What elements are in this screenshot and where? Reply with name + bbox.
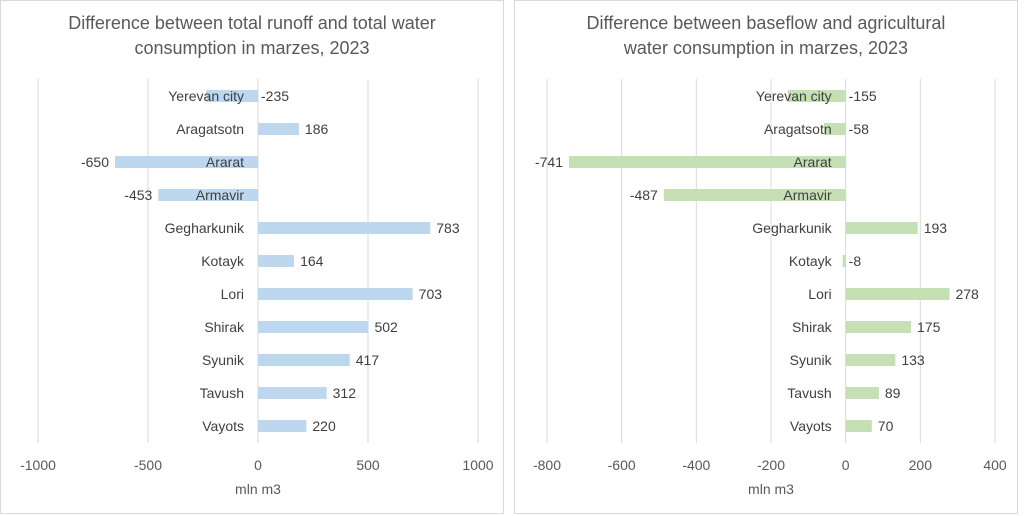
- bar: [845, 321, 911, 333]
- data-label: -155: [849, 88, 877, 104]
- data-label: 70: [878, 418, 894, 434]
- bar: [663, 189, 846, 201]
- bar: [845, 288, 950, 300]
- bar: [845, 387, 879, 399]
- data-label: -58: [849, 121, 869, 137]
- x-axis-title: mln m3: [748, 481, 794, 497]
- category-label: Yerevan city: [756, 88, 832, 104]
- chart-title-line-2: consumption in marzes, 2023: [134, 38, 370, 58]
- bar: [158, 189, 258, 201]
- x-tick-label: 200: [909, 457, 933, 473]
- chart-title: Difference between baseflow and agricult…: [515, 11, 1017, 61]
- chart-title-line-1: Difference between total runoff and tota…: [68, 13, 436, 33]
- x-tick-label: 0: [254, 457, 262, 473]
- bar: [258, 222, 431, 234]
- bar: [258, 420, 307, 432]
- data-label: -650: [81, 154, 109, 170]
- data-label: 502: [374, 319, 398, 335]
- bar: [824, 123, 846, 135]
- data-label: 417: [356, 352, 380, 368]
- bar: [206, 90, 258, 102]
- chart-title: Difference between total runoff and tota…: [1, 11, 503, 61]
- category-label: Shirak: [204, 319, 245, 335]
- chart-runoff-consumption: Difference between total runoff and tota…: [0, 0, 504, 514]
- data-label: 175: [917, 319, 941, 335]
- category-label: Ararat: [794, 154, 832, 170]
- category-label: Armavir: [783, 187, 832, 203]
- x-tick-label: 500: [356, 457, 380, 473]
- x-tick-label: -1000: [20, 457, 56, 473]
- bar: [569, 156, 846, 168]
- bar: [787, 90, 846, 102]
- bar: [258, 354, 350, 366]
- data-label: -487: [630, 187, 658, 203]
- data-label: -453: [124, 187, 152, 203]
- data-label: -741: [535, 154, 563, 170]
- category-label: Gegharkunik: [165, 220, 245, 236]
- data-label: -8: [849, 253, 862, 269]
- chart-plot-area: Yerevan city -155 Aragatsotn -58 Ararat -741 A…: [533, 79, 1007, 497]
- data-label: 312: [333, 385, 357, 401]
- category-label: Aragatsotn: [764, 121, 832, 137]
- data-label: 164: [300, 253, 324, 269]
- bar: [258, 123, 299, 135]
- category-label: Vayots: [790, 418, 832, 434]
- data-label: 133: [901, 352, 925, 368]
- chart-title-line-2: water consumption in marzes, 2023: [623, 38, 909, 58]
- category-label: Shirak: [792, 319, 833, 335]
- bar: [845, 420, 872, 432]
- x-tick-label: -500: [134, 457, 162, 473]
- category-label: Lori: [221, 286, 244, 302]
- data-label: -235: [261, 88, 289, 104]
- chart-baseflow-agricultural: Difference between baseflow and agricult…: [514, 0, 1018, 514]
- bar: [258, 255, 295, 267]
- bar: [258, 288, 413, 300]
- data-label: 783: [436, 220, 460, 236]
- data-label: 89: [885, 385, 901, 401]
- category-label: Tavush: [787, 385, 831, 401]
- category-label: Gegharkunik: [752, 220, 832, 236]
- bar: [842, 255, 846, 267]
- x-tick-label: -800: [533, 457, 561, 473]
- data-label: 193: [924, 220, 948, 236]
- bar: [845, 222, 918, 234]
- x-tick-label: -600: [608, 457, 636, 473]
- category-label: Kotayk: [789, 253, 833, 269]
- category-label: Armavir: [196, 187, 245, 203]
- category-label: Yerevan city: [168, 88, 244, 104]
- x-tick-label: 0: [842, 457, 850, 473]
- bar: [115, 156, 258, 168]
- category-label: Tavush: [200, 385, 244, 401]
- data-label: 703: [419, 286, 443, 302]
- x-tick-label: -400: [682, 457, 710, 473]
- x-axis-title: mln m3: [235, 481, 281, 497]
- data-label: 278: [955, 286, 979, 302]
- category-label: Vayots: [202, 418, 244, 434]
- chart-title-line-1: Difference between baseflow and agricult…: [586, 13, 946, 33]
- x-tick-label: 1000: [462, 457, 493, 473]
- category-label: Lori: [808, 286, 831, 302]
- category-label: Syunik: [202, 352, 245, 368]
- bar: [258, 321, 369, 333]
- category-label: Ararat: [206, 154, 244, 170]
- chart-plot-area: Yerevan city -235 Aragatsotn 186 Ararat -650 A…: [20, 79, 494, 497]
- category-label: Kotayk: [201, 253, 245, 269]
- data-label: 220: [312, 418, 336, 434]
- bar: [258, 387, 327, 399]
- category-label: Syunik: [790, 352, 833, 368]
- x-tick-label: 400: [983, 457, 1007, 473]
- x-tick-label: -200: [757, 457, 785, 473]
- category-label: Aragatsotn: [176, 121, 244, 137]
- data-label: 186: [305, 121, 329, 137]
- bar: [845, 354, 896, 366]
